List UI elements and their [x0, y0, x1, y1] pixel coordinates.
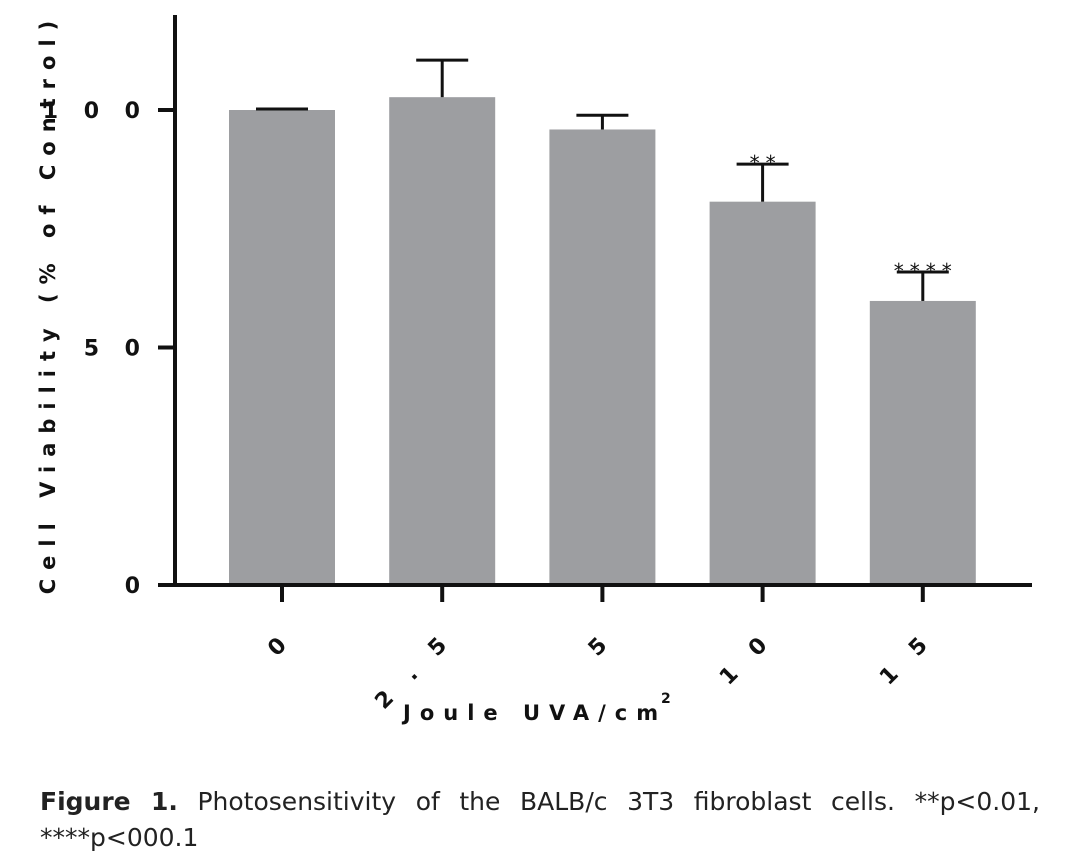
- y-tick-label-100: 1 0 0: [43, 99, 149, 124]
- significance-label-10: **: [750, 151, 782, 175]
- x-axis-title: Joule UVA/cm: [401, 701, 667, 725]
- figure-label: Figure 1.: [40, 787, 178, 816]
- bar-0: [229, 110, 335, 585]
- significance-label-15: ****: [894, 259, 958, 283]
- y-tick-label-50: 5 0: [84, 337, 149, 362]
- figure-caption-text: Photosensitivity of the BALB/c 3T3 fibro…: [40, 787, 1040, 852]
- x-tick-label-10: 1 0: [715, 627, 779, 691]
- bar-10: [709, 201, 816, 586]
- bar-5: [549, 129, 656, 585]
- y-tick-label-0: 0: [125, 574, 149, 599]
- bar-2.5: [389, 97, 496, 586]
- x-axis-title-group: Joule UVA/cm 2: [401, 691, 671, 725]
- bar-15: [869, 300, 976, 585]
- x-tick-label-15: 1 5: [875, 627, 939, 691]
- x-axis-title-superscript: 2: [661, 691, 671, 707]
- x-tick-label-5: 5: [584, 627, 619, 662]
- y-axis-title: Cell Viability (% of Control): [36, 12, 60, 595]
- x-tick-label-0: 0: [263, 627, 298, 662]
- figure-caption: Figure 1. Photosensitivity of the BALB/c…: [40, 784, 1040, 856]
